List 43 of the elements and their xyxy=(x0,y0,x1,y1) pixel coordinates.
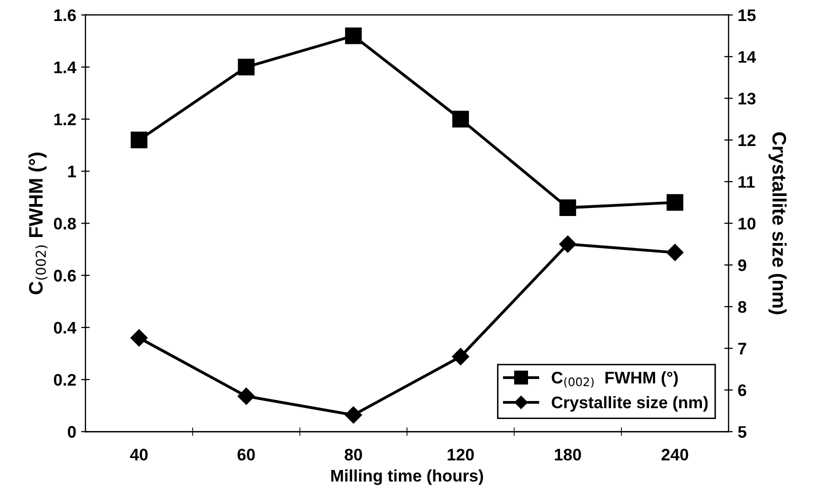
x-tick-label: 240 xyxy=(662,448,688,461)
y-tick-label: 1.2 xyxy=(54,114,76,126)
point xyxy=(345,27,362,44)
y2-tick-label: 7 xyxy=(738,342,746,354)
point xyxy=(238,58,255,76)
point xyxy=(559,199,576,216)
point xyxy=(666,194,684,211)
y-tick-label: 0.8 xyxy=(54,218,76,230)
point xyxy=(238,388,255,405)
x-tick-label: 40 xyxy=(130,448,148,461)
y-tick-label: 1.4 xyxy=(54,62,76,74)
y2-axis-title: Crystallite size (nm) xyxy=(768,132,787,314)
point xyxy=(559,236,576,253)
y2-tick-label: 14 xyxy=(738,51,756,63)
y-tick-label: 0.4 xyxy=(54,322,76,334)
y2-tick-label: 13 xyxy=(738,92,756,105)
y-tick-label: 0.6 xyxy=(54,270,76,282)
point xyxy=(666,244,684,262)
y2-tick-label: 5 xyxy=(738,426,746,438)
y2-tick-label: 12 xyxy=(738,134,756,146)
y-tick-label: 1 xyxy=(68,166,76,178)
y2-tick-label: 6 xyxy=(738,384,746,396)
x-tick-label: 120 xyxy=(448,448,474,461)
y2-tick-label: 8 xyxy=(738,301,746,313)
point xyxy=(344,406,362,424)
y2-tick-label: 11 xyxy=(738,176,755,188)
y-tick-label: 1.6 xyxy=(54,9,76,22)
y2-tick-label: 15 xyxy=(738,10,756,22)
legend-label: C$_{(002)}$ FWHM (°) xyxy=(552,371,678,388)
x-tick-label: 60 xyxy=(238,448,255,461)
y2-tick-label: 10 xyxy=(738,218,756,230)
x-axis-title: Milling time (hours) xyxy=(331,469,484,486)
y2-tick-label: 9 xyxy=(738,259,746,272)
y-tick-label: 0 xyxy=(68,426,76,438)
point xyxy=(130,132,148,148)
legend-label: Crystallite size (nm) xyxy=(552,396,708,412)
x-tick-label: 180 xyxy=(554,448,581,461)
point xyxy=(452,110,469,128)
y-axis-title: C$_{(002)}$ FWHM (°) xyxy=(28,152,48,294)
x-tick-label: 80 xyxy=(344,448,362,461)
point xyxy=(130,329,148,346)
point xyxy=(452,348,470,366)
y-tick-label: 0.2 xyxy=(54,374,76,386)
